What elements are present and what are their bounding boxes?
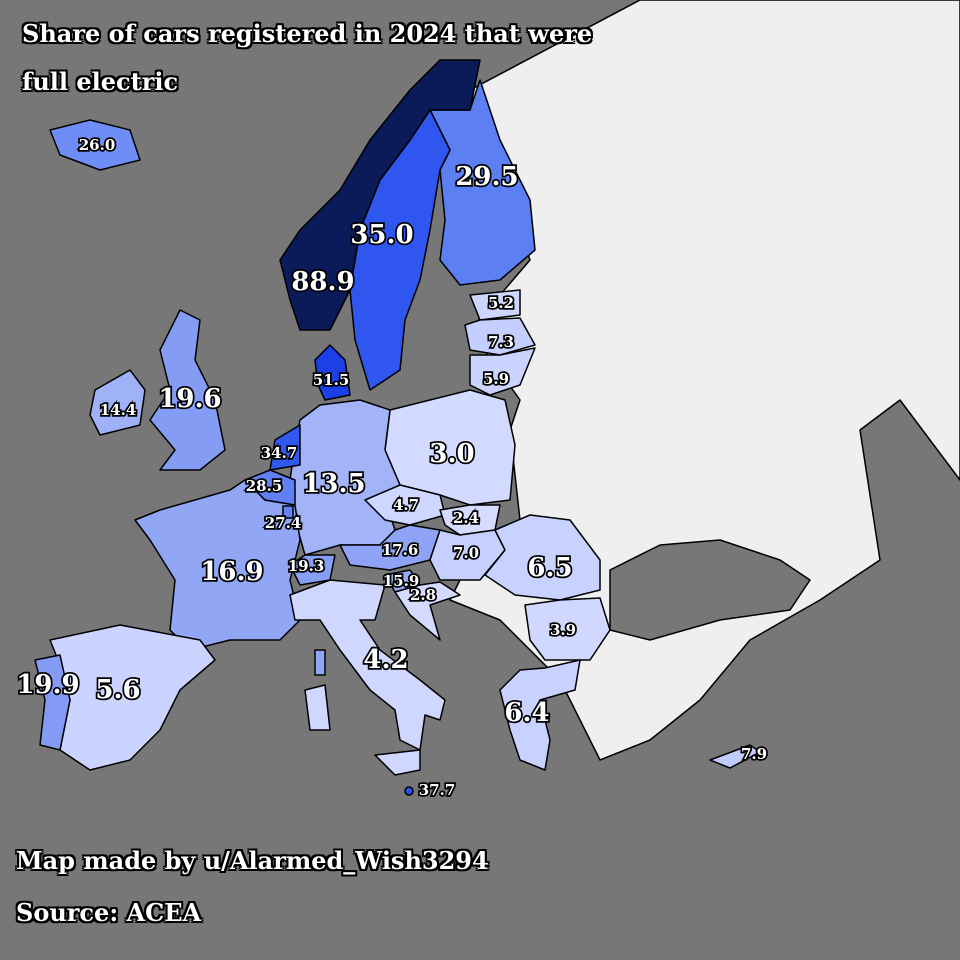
black-sea	[609, 539, 811, 641]
value-label: 15.9	[383, 572, 420, 590]
value-label: 7.3	[488, 333, 514, 351]
switzerland	[289, 554, 336, 586]
italy	[289, 579, 446, 776]
value-label: 37.7	[419, 781, 456, 799]
credit: Map made by u/Alarmed_Wish3294	[16, 846, 489, 875]
value-label: 29.5	[455, 162, 518, 192]
value-label: 17.6	[382, 541, 419, 559]
romania	[484, 514, 601, 601]
value-label: 5.6	[95, 675, 140, 705]
value-label: 7.9	[741, 745, 767, 763]
value-label: 5.2	[488, 294, 514, 312]
luxembourg	[282, 505, 294, 519]
value-label: 7.0	[453, 544, 479, 562]
cyprus	[709, 744, 761, 769]
uk	[149, 309, 226, 471]
value-label: 3.9	[550, 621, 576, 639]
value-label: 27.4	[265, 514, 302, 532]
norway	[279, 59, 481, 331]
source: Source: ACEA	[16, 898, 202, 927]
value-label: 28.5	[246, 477, 283, 495]
value-label: 34.7	[261, 444, 298, 462]
value-label: 16.9	[200, 557, 263, 587]
value-label: 2.8	[410, 586, 436, 604]
value-label: 19.3	[288, 557, 325, 575]
latvia	[464, 317, 536, 356]
value-label: 2.4	[453, 509, 479, 527]
value-label: 5.9	[483, 370, 509, 388]
greece	[499, 659, 581, 771]
value-label: 14.4	[100, 401, 137, 419]
value-label: 13.5	[302, 469, 365, 499]
ireland	[89, 369, 146, 436]
france	[134, 479, 326, 676]
croatia	[394, 581, 461, 641]
value-label: 51.5	[313, 371, 350, 389]
value-labels: 26.0 29.5 35.0 88.9 5.2 7.3 5.9 51.5 14.4 19.6 3.0…	[15, 134, 769, 801]
lithuania	[469, 347, 536, 396]
value-label: 19.6	[158, 384, 221, 414]
value-label: 35.0	[350, 220, 413, 250]
value-label: 3.0	[429, 439, 474, 469]
value-label: 88.9	[291, 267, 354, 297]
iceland	[49, 119, 141, 171]
value-label: 6.4	[504, 698, 549, 728]
non-eu-land	[449, 0, 960, 761]
value-label: 4.2	[363, 645, 408, 675]
malta	[404, 786, 414, 796]
portugal	[34, 654, 71, 751]
value-label: 4.7	[393, 496, 419, 514]
value-label: 26.0	[79, 136, 116, 154]
bulgaria	[524, 597, 611, 661]
value-label: 6.5	[527, 553, 572, 583]
estonia	[469, 289, 521, 321]
netherlands	[269, 424, 301, 471]
map-title: Share of cars registered in 2024 that we…	[22, 19, 593, 96]
denmark	[314, 344, 351, 401]
belgium	[244, 469, 296, 506]
value-label: 19.9	[16, 670, 79, 700]
